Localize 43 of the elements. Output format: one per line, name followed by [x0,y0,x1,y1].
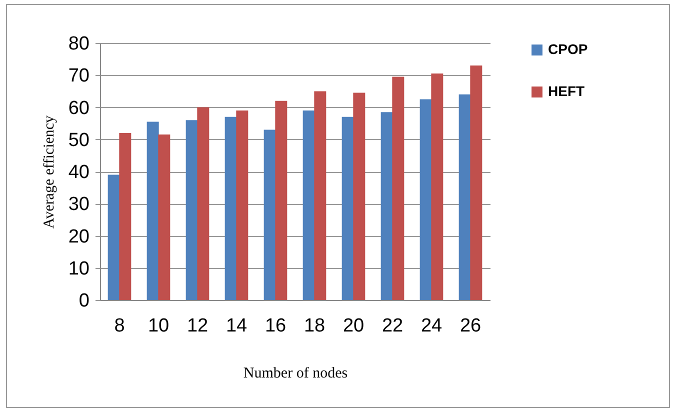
bar [470,65,482,300]
bar [146,122,159,300]
bar [186,120,198,300]
bar [197,107,210,300]
bar [431,74,444,300]
y-tick-label: 70 [68,66,90,87]
bar [342,116,354,300]
x-tick-label: 14 [226,316,248,336]
bar [264,130,276,300]
bar [314,91,326,300]
legend-label: HEFT [548,83,585,99]
x-tick-label: 22 [382,316,404,336]
y-tick-label: 50 [68,130,90,151]
x-axis-title: Number of nodes [243,366,348,382]
y-tick-label: 80 [68,34,90,54]
bar [392,76,404,300]
legend-label: CPOP [548,41,588,57]
x-tick-label: 8 [114,316,125,336]
y-tick-label: 10 [68,258,90,280]
bar [380,112,393,300]
bar [158,134,170,300]
x-tick-label: 18 [304,316,326,336]
bar [353,92,366,300]
y-tick-label: 60 [68,98,90,119]
y-tick-label: 20 [68,226,90,248]
y-tick-label: 30 [68,194,90,216]
x-tick-label: 10 [148,316,170,336]
bar [302,110,315,300]
y-tick-label: 40 [68,162,90,183]
bar [119,132,132,300]
bar [275,100,288,300]
y-axis-title: Average efficiency [41,114,58,229]
x-tick-label: 26 [460,316,482,336]
bar [420,99,432,300]
x-tick-label: 20 [342,316,364,336]
bar [224,116,237,300]
x-tick-label: 16 [264,316,286,336]
y-tick-label: 0 [78,290,90,312]
bar [236,110,248,300]
x-tick-label: 12 [186,316,208,336]
bar [108,174,120,300]
x-tick-label: 24 [420,316,442,336]
bar [458,94,471,300]
